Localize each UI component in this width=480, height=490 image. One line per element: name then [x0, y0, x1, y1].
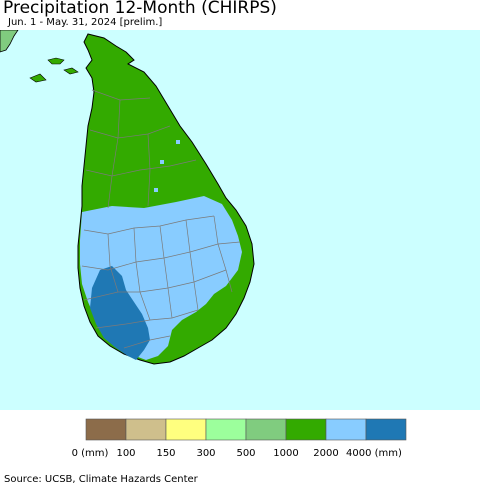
legend-swatch: [205, 418, 247, 441]
legend-label: 0 (mm): [72, 448, 109, 459]
color-legend: 0 (mm) 100 150 300 500 1000 2000 4000 (mm): [0, 410, 480, 465]
district-boundaries: [81, 89, 241, 349]
legend-label: 150: [156, 448, 175, 459]
legend-swatch: [165, 418, 207, 441]
legend-labels: 0 (mm) 100 150 300 500 1000 2000 4000 (mm): [72, 448, 402, 459]
legend-swatches: [85, 418, 407, 441]
legend-swatch: [365, 418, 407, 441]
legend-label: 1000: [273, 448, 298, 459]
legend-label: 300: [196, 448, 215, 459]
zone-southwest-wet: [90, 266, 150, 360]
legend-svg: 0 (mm) 100 150 300 500 1000 2000 4000 (mm): [72, 418, 407, 459]
legend-swatch: [285, 418, 327, 441]
legend-swatch: [325, 418, 367, 441]
map-title: Precipitation 12-Month (CHIRPS): [3, 0, 277, 18]
lagoons: [154, 140, 180, 192]
map-svg: [0, 30, 480, 410]
jaffna-shoals: [29, 57, 79, 83]
legend-label: 4000 (mm): [346, 448, 402, 459]
map-subtitle: Jun. 1 - May. 31, 2024 [prelim.]: [8, 17, 163, 28]
legend-swatch: [85, 418, 127, 441]
legend-label: 500: [236, 448, 255, 459]
legend-swatch: [245, 418, 287, 441]
legend-swatch: [125, 418, 167, 441]
source-note: Source: UCSB, Climate Hazards Center: [4, 474, 198, 485]
legend-label: 2000: [313, 448, 338, 459]
legend-label: 100: [116, 448, 135, 459]
india-mainland: [0, 30, 19, 53]
precipitation-map: [0, 30, 480, 410]
